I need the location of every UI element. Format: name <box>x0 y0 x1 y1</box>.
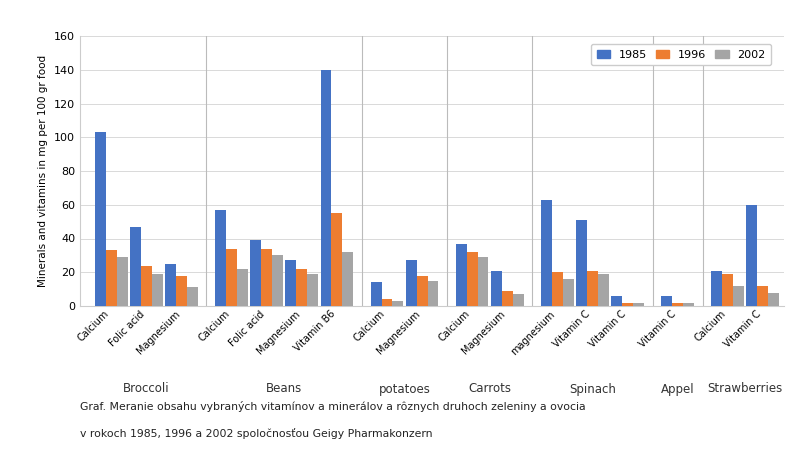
Bar <box>165 264 176 306</box>
Bar <box>733 286 744 306</box>
Bar <box>342 252 354 306</box>
Text: Carrots: Carrots <box>468 382 511 396</box>
Bar <box>662 296 672 306</box>
Bar <box>513 294 523 306</box>
Bar <box>456 243 466 306</box>
Bar <box>250 240 261 306</box>
Bar <box>541 200 552 306</box>
Bar <box>187 288 198 306</box>
Bar <box>587 270 598 306</box>
Bar <box>758 286 768 306</box>
Bar <box>321 70 331 306</box>
Text: Strawberries: Strawberries <box>707 382 782 396</box>
Bar <box>562 279 574 306</box>
Text: potatoes: potatoes <box>378 382 430 396</box>
Bar <box>746 205 758 306</box>
Bar <box>711 270 722 306</box>
Bar <box>722 274 733 306</box>
Bar <box>106 250 117 306</box>
Bar <box>768 292 779 306</box>
Bar <box>611 296 622 306</box>
Bar <box>130 227 141 306</box>
Bar <box>272 256 283 306</box>
Bar <box>683 302 694 306</box>
Bar <box>152 274 162 306</box>
Bar <box>598 274 609 306</box>
Bar <box>427 281 438 306</box>
Text: Beans: Beans <box>266 382 302 396</box>
Bar <box>215 210 226 306</box>
Bar <box>576 220 587 306</box>
Bar <box>286 261 296 306</box>
Bar <box>95 132 106 306</box>
Bar <box>552 272 562 306</box>
Text: Graf. Meranie obsahu vybraných vitamínov a minerálov a rôznych druhoch zeleniny : Graf. Meranie obsahu vybraných vitamínov… <box>80 401 586 412</box>
Bar <box>382 299 392 306</box>
Bar <box>296 269 307 306</box>
Bar <box>176 275 187 306</box>
Bar <box>633 302 644 306</box>
Bar <box>226 248 237 306</box>
Bar <box>466 252 478 306</box>
Bar <box>307 274 318 306</box>
Bar <box>331 213 342 306</box>
Bar <box>370 283 382 306</box>
Bar <box>622 302 633 306</box>
Text: Broccoli: Broccoli <box>123 382 170 396</box>
Bar <box>672 302 683 306</box>
Bar <box>417 275 427 306</box>
Text: Spinach: Spinach <box>569 382 616 396</box>
Bar <box>141 266 152 306</box>
Text: Appel: Appel <box>661 382 694 396</box>
Bar <box>237 269 248 306</box>
Bar <box>502 291 513 306</box>
Bar <box>261 248 272 306</box>
Bar <box>491 270 502 306</box>
Text: v rokoch 1985, 1996 a 2002 spoločnosťou Geigy Pharmakonzern: v rokoch 1985, 1996 a 2002 spoločnosťou … <box>80 428 433 439</box>
Bar <box>478 257 489 306</box>
Bar <box>392 301 403 306</box>
Bar <box>117 257 127 306</box>
Legend: 1985, 1996, 2002: 1985, 1996, 2002 <box>591 44 771 65</box>
Bar <box>406 261 417 306</box>
Y-axis label: Minerals and vitamins in mg per 100 gr food: Minerals and vitamins in mg per 100 gr f… <box>38 55 49 287</box>
